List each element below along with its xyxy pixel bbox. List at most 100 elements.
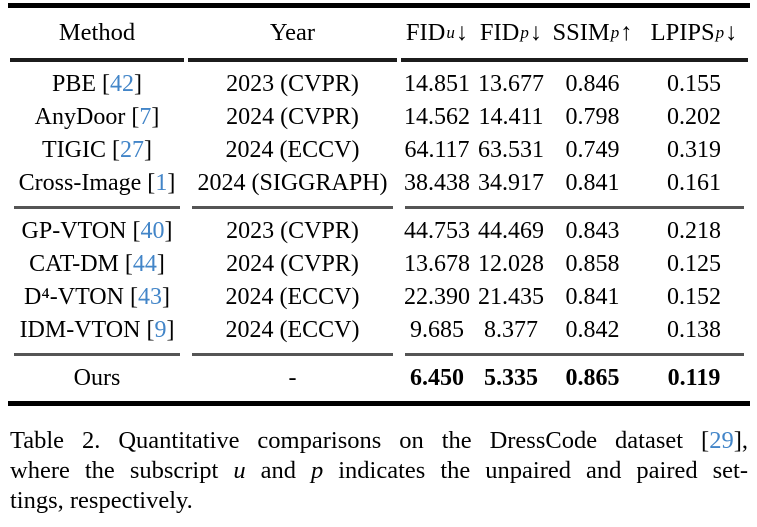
citation-link[interactable]: 44 xyxy=(132,251,157,277)
citation-link[interactable]: 29 xyxy=(709,427,734,454)
rule-segment xyxy=(401,58,748,62)
metric-cell: 0.843 xyxy=(565,218,620,244)
column-header-lpips-p: LPIPS p ↓ xyxy=(650,19,738,46)
citation-link[interactable]: 27 xyxy=(119,137,144,163)
metric-cell: 38.438 xyxy=(404,170,470,196)
year-cell: 2024 (ECCV) xyxy=(225,137,360,163)
metric-cell: 0.865 xyxy=(565,365,620,391)
method-cell: TIGIC [27] xyxy=(42,137,152,163)
year-cell: 2023 (CVPR) xyxy=(226,71,359,97)
table-row: AnyDoor [7] 2024 (CVPR) 14.562 14.411 0.798 0… xyxy=(8,101,750,134)
header-separator-rule xyxy=(8,58,750,62)
metric-cell: 34.917 xyxy=(478,170,544,196)
method-cell: D⁴-VTON [43] xyxy=(24,284,170,310)
method-cell: AnyDoor [7] xyxy=(34,104,160,130)
caption-text: indicates the unpaired and paired set- xyxy=(323,457,749,484)
metric-cell: 14.851 xyxy=(404,71,470,97)
caption-text: tings, respectively. xyxy=(10,487,193,514)
year-cell: 2024 (SIGGRAPH) xyxy=(197,170,388,196)
metric-cell: 63.531 xyxy=(478,137,544,163)
citation-link[interactable]: 40 xyxy=(140,218,165,244)
column-header-year: Year xyxy=(269,19,316,46)
metric-cell: 0.319 xyxy=(667,137,721,163)
rule-segment xyxy=(405,206,744,209)
rule-segment xyxy=(14,206,180,209)
rule-segment xyxy=(405,353,744,356)
table-row: GP-VTON [40] 2023 (CVPR) 44.753 44.469 0.843… xyxy=(8,215,750,248)
metric-cell: 0.858 xyxy=(565,251,620,277)
metric-cell: 14.562 xyxy=(404,104,470,130)
method-cell: GP-VTON [40] xyxy=(21,218,173,244)
metric-cell: 13.678 xyxy=(404,251,470,277)
table-body: PBE [42] 2023 (CVPR) 14.851 13.677 0.846 0.15… xyxy=(8,62,750,401)
caption-text: where the subscript xyxy=(10,457,234,484)
column-header-fid-u: FID u ↓ xyxy=(405,19,469,46)
metric-cell: 9.685 xyxy=(410,317,464,343)
citation-link[interactable]: 7 xyxy=(139,104,152,130)
year-cell: 2024 (ECCV) xyxy=(225,317,360,343)
citation-link[interactable]: 42 xyxy=(110,71,134,97)
metric-cell: 0.749 xyxy=(565,137,620,163)
column-header-fid-p: FID p ↓ xyxy=(479,19,543,46)
caption-line: Table 2. Quantitative comparisons on the… xyxy=(10,426,748,456)
method-cell: Ours xyxy=(73,365,121,391)
table-row: D⁴-VTON [43] 2024 (ECCV) 22.390 21.435 0.841… xyxy=(8,281,750,314)
table-row: Ours - 6.450 5.335 0.865 0.119 xyxy=(8,362,750,395)
caption-text: Table 2. Quantitative comparisons on the… xyxy=(10,427,710,454)
metric-cell: 0.161 xyxy=(667,170,721,196)
row-group: PBE [42] 2023 (CVPR) 14.851 13.677 0.846 0.15… xyxy=(8,62,750,206)
citation-link[interactable]: 1 xyxy=(155,170,168,196)
citation-link[interactable]: 9 xyxy=(154,317,167,343)
year-cell: 2024 (ECCV) xyxy=(225,284,360,310)
table-row: PBE [42] 2023 (CVPR) 14.851 13.677 0.846 0.15… xyxy=(8,68,750,101)
rule-segment xyxy=(192,206,393,209)
citation-link[interactable]: 43 xyxy=(137,284,162,310)
paper-table-figure: Method Year FID u ↓ FID p ↓ SSIM p ↑ LPIPS p ↓ PBE [4… xyxy=(8,3,750,516)
rule-segment xyxy=(188,58,397,62)
metric-cell: 0.841 xyxy=(565,284,620,310)
year-cell: 2024 (CVPR) xyxy=(226,104,359,130)
metric-cell: 13.677 xyxy=(478,71,544,97)
column-header-ssim-p: SSIM p ↑ xyxy=(552,19,633,46)
table-header-row: Method Year FID u ↓ FID p ↓ SSIM p ↑ LPIPS p ↓ xyxy=(8,8,750,58)
metric-cell: 0.846 xyxy=(565,71,620,97)
metric-cell: 0.152 xyxy=(667,284,721,310)
metric-cell: 64.117 xyxy=(404,137,470,163)
metric-cell: 44.753 xyxy=(404,218,470,244)
rule-segment xyxy=(14,353,180,356)
up-arrow-icon: ↑ xyxy=(620,19,633,46)
metric-cell: 22.390 xyxy=(404,284,470,310)
caption-text: and xyxy=(245,457,311,484)
table-row: IDM-VTON [9] 2024 (ECCV) 9.685 8.377 0.842 0.… xyxy=(8,314,750,347)
metric-cell: 14.411 xyxy=(478,104,544,130)
column-header-method: Method xyxy=(58,19,136,46)
down-arrow-icon: ↓ xyxy=(529,19,543,46)
row-group: Ours - 6.450 5.335 0.865 0.119 xyxy=(8,356,750,401)
metric-cell: 8.377 xyxy=(484,317,538,343)
caption-line: where the subscript u and p indicates th… xyxy=(10,456,748,486)
method-cell: CAT-DM [44] xyxy=(29,251,165,277)
table-top-rule xyxy=(8,3,750,8)
caption-text: u xyxy=(233,457,246,484)
table-row: Cross-Image [1] 2024 (SIGGRAPH) 38.438 34.9… xyxy=(8,167,750,200)
metric-cell: 44.469 xyxy=(478,218,544,244)
metric-cell: 5.335 xyxy=(484,365,538,391)
metric-cell: 0.155 xyxy=(667,71,721,97)
metric-cell: 0.798 xyxy=(565,104,620,130)
metric-cell: 21.435 xyxy=(478,284,544,310)
metric-cell: 0.218 xyxy=(667,218,721,244)
method-cell: PBE [42] xyxy=(51,71,142,97)
year-cell: 2024 (CVPR) xyxy=(226,251,359,277)
metric-cell: 0.125 xyxy=(667,251,721,277)
down-arrow-icon: ↓ xyxy=(725,19,738,46)
metric-cell: 0.842 xyxy=(565,317,620,343)
table-caption: Table 2. Quantitative comparisons on the… xyxy=(10,426,748,516)
table-row: CAT-DM [44] 2024 (CVPR) 13.678 12.028 0.858 0… xyxy=(8,248,750,281)
group-separator-rule xyxy=(8,206,750,209)
down-arrow-icon: ↓ xyxy=(455,19,469,46)
group-separator-rule xyxy=(8,353,750,356)
rule-segment xyxy=(192,353,393,356)
metric-cell: 0.119 xyxy=(667,365,721,391)
caption-text: p xyxy=(310,457,324,484)
year-cell: - xyxy=(288,365,297,391)
